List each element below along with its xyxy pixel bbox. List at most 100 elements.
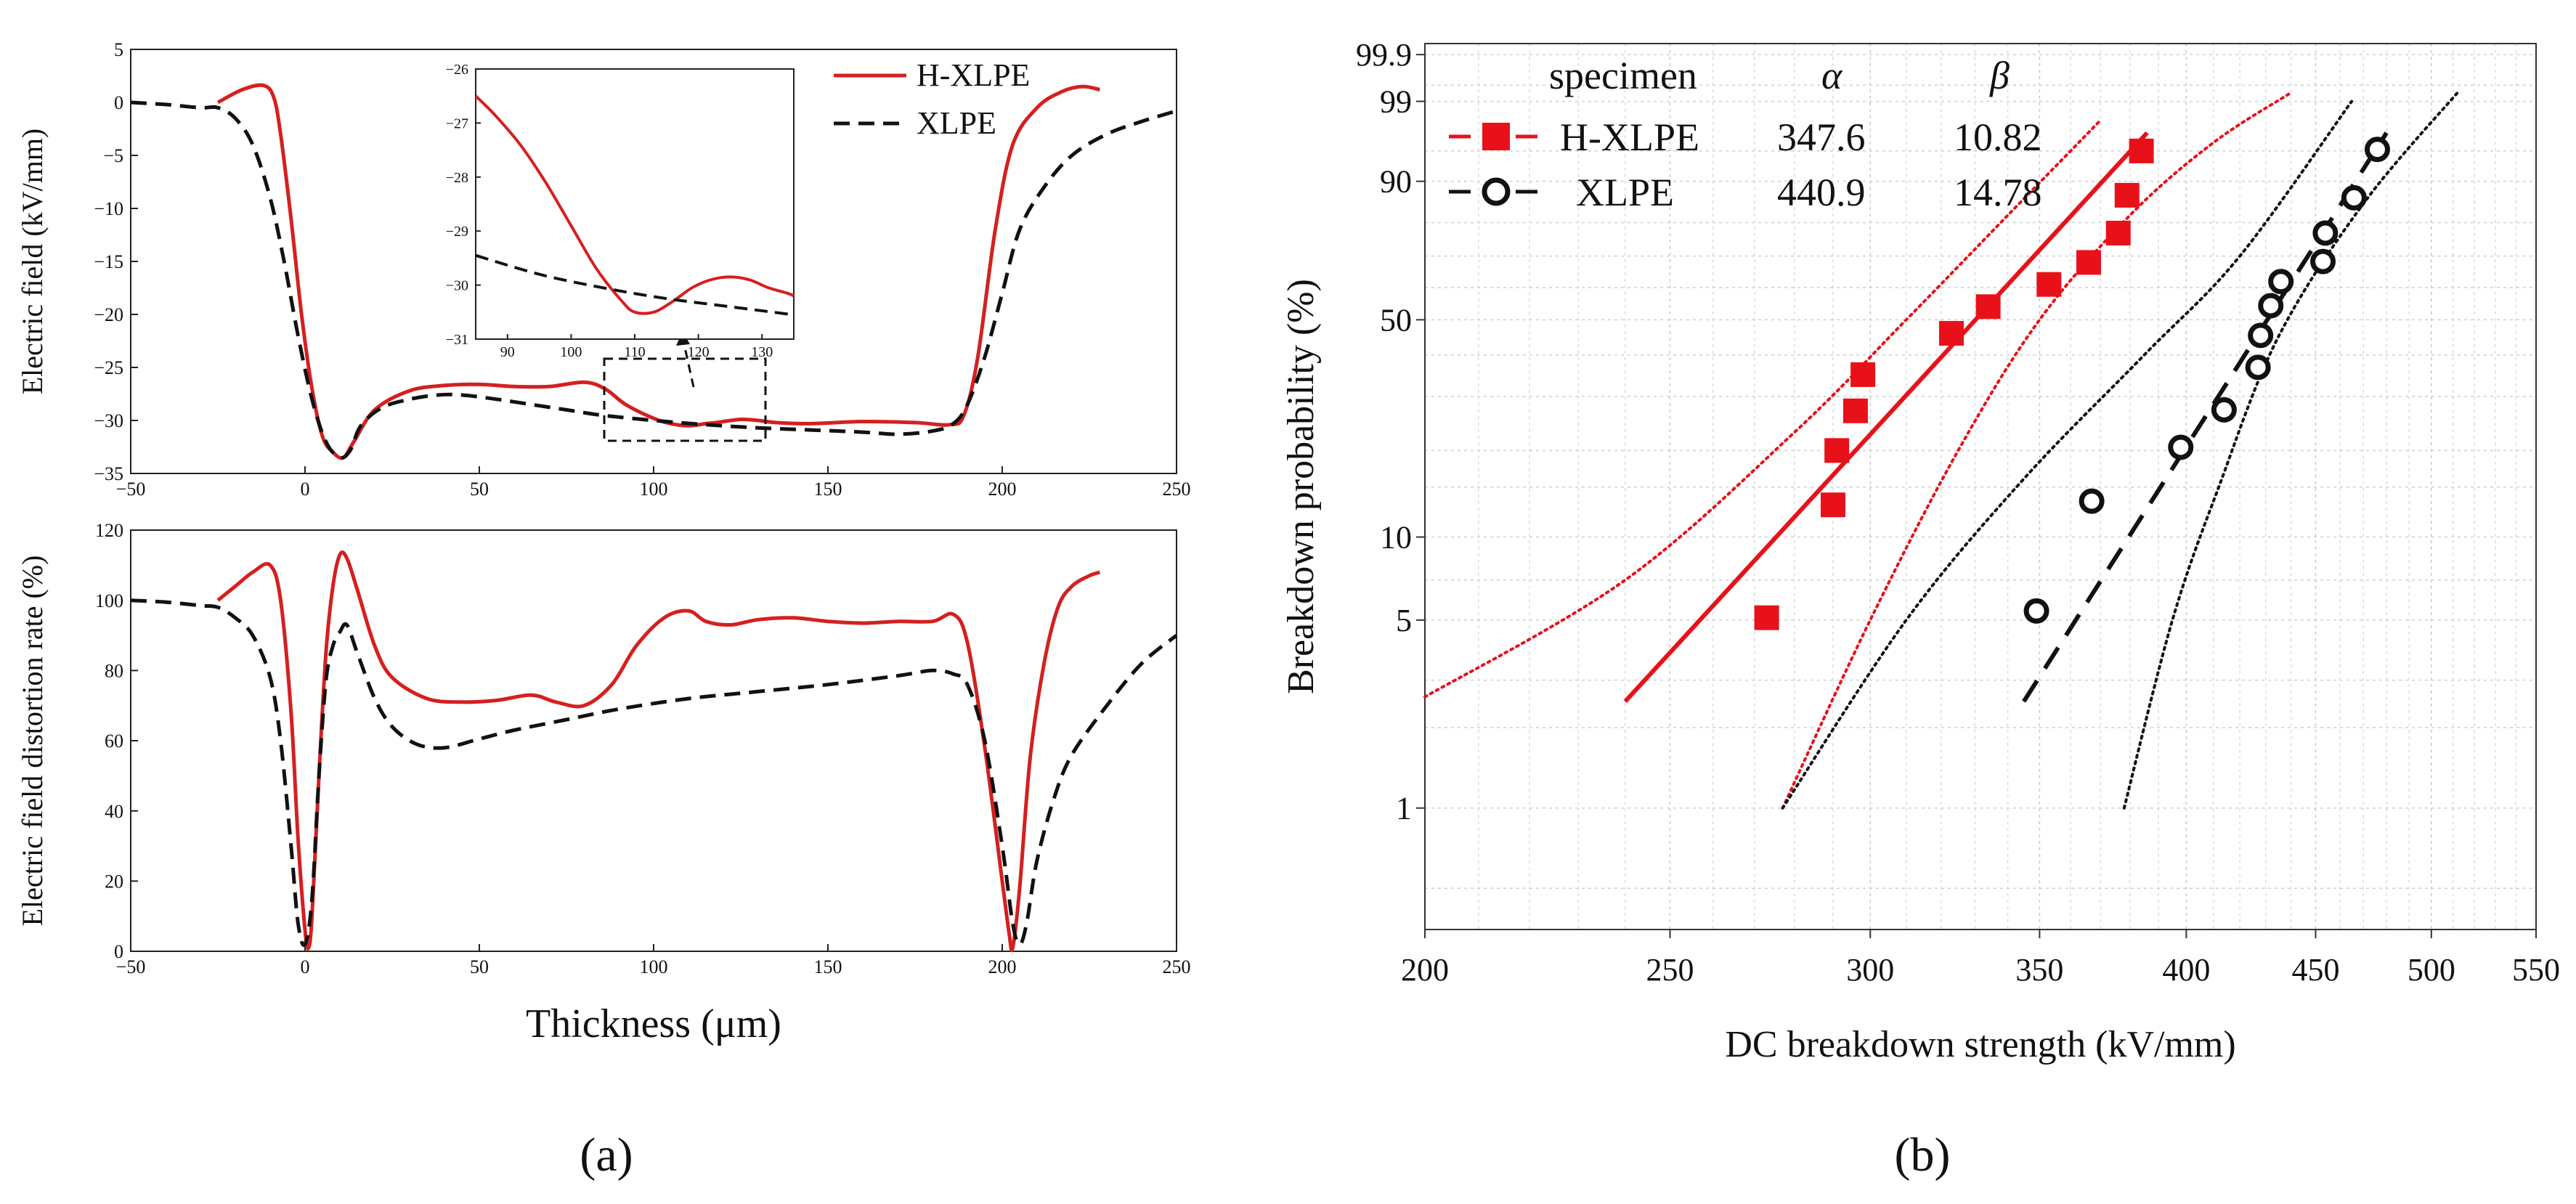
weibull-ylabel: Breakdown probability (%) [1280, 279, 1322, 694]
x-tick-label: 250 [1646, 952, 1694, 988]
x-tick-label: −50 [116, 956, 146, 977]
series-line-xlpe [130, 100, 1177, 460]
legend-header-alpha: α [1821, 54, 1843, 97]
panel-a-bottom-ylabel: Electric field distortion rate (%) [16, 556, 49, 927]
legend-xlpe-marker [1482, 177, 1511, 206]
y-tick-label: −27 [446, 115, 468, 131]
data-point-h-xlpe [1842, 398, 1868, 423]
legend-row-xlpe-beta: 14.78 [1954, 171, 2042, 214]
x-tick-label: 200 [988, 956, 1017, 977]
series-line-h-xlpe [474, 94, 795, 315]
y-tick-label: −30 [446, 278, 468, 294]
panel-label-a: (a) [580, 1128, 633, 1181]
weibull-xlabel: DC breakdown strength (kV/mm) [1725, 1024, 2235, 1065]
legend-row-hxlpe-beta: 10.82 [1954, 115, 2042, 159]
x-tick-label: 500 [2408, 952, 2455, 988]
y-tick-label: −29 [446, 224, 468, 240]
x-tick-label: 300 [1846, 952, 1894, 988]
y-tick-label: −28 [446, 170, 468, 186]
fit-line-xlpe [2022, 131, 2389, 703]
panel-a-legend: H-XLPE XLPE [834, 57, 1030, 141]
y-tick-label: 100 [95, 590, 123, 611]
legend-xlpe-label: XLPE [917, 105, 996, 141]
data-point-h-xlpe [1938, 321, 1964, 346]
legend-row-xlpe-name: XLPE [1576, 171, 1674, 214]
ci-lower-xlpe [2122, 91, 2459, 810]
x-tick-label: 250 [1163, 956, 1191, 977]
series-line-h-xlpe [216, 550, 1101, 953]
y-tick-label: 5 [1396, 603, 1412, 638]
panel-a-bottom-lines [130, 550, 1178, 953]
data-point-xlpe [2023, 598, 2049, 624]
x-tick-label: −50 [116, 479, 146, 500]
zoom-arrow-line [681, 337, 695, 388]
data-point-h-xlpe [1820, 492, 1845, 518]
x-tick-label: 120 [688, 344, 710, 360]
panel-b: 200 250 300 350 400 450 500 550 99.9 99 90 50 10 5 1 B… [1280, 37, 2560, 1065]
data-point-xlpe [2245, 354, 2271, 381]
y-tick-label: 10 [1380, 520, 1412, 556]
x-tick-label: 150 [814, 479, 842, 500]
x-tick-label: 50 [470, 956, 489, 977]
panel-a-top: −50 0 50 100 150 200 25050−5−10−15−20−25−30−35… [16, 39, 1191, 500]
y-tick-label: −25 [94, 357, 123, 378]
data-point-h-xlpe [2105, 220, 2131, 245]
weibull-lines [1423, 91, 2459, 810]
data-point-xlpe [2268, 269, 2294, 295]
data-point-xlpe [2312, 220, 2339, 246]
weibull-frame [1424, 43, 2537, 930]
x-tick-label: 200 [988, 479, 1017, 500]
series-line-h-xlpe [216, 83, 1100, 460]
panel-a-top-ylabel: Electric field (kV/mm) [16, 129, 49, 395]
x-tick-label: 130 [751, 344, 773, 360]
series-line-xlpe [130, 598, 1178, 948]
data-point-xlpe [2364, 137, 2390, 163]
y-tick-label: 40 [105, 801, 123, 822]
y-tick-label: −5 [103, 145, 123, 166]
data-point-h-xlpe [2076, 250, 2102, 275]
y-tick-label: −10 [94, 198, 123, 219]
y-tick-label: 5 [114, 39, 123, 60]
x-tick-label: 450 [2291, 952, 2339, 988]
x-tick-label: 400 [2162, 952, 2210, 988]
legend-header-beta: β [1989, 54, 2010, 97]
x-tick-label: 100 [640, 956, 668, 977]
x-tick-label: 50 [470, 479, 489, 500]
legend-row-xlpe-alpha: 440.9 [1777, 171, 1866, 214]
panel-a-xlabel: Thickness (μm) [526, 1001, 781, 1046]
y-tick-label: 50 [1380, 302, 1412, 338]
x-tick-label: 250 [1163, 479, 1191, 500]
panel-label-b: (b) [1895, 1128, 1951, 1181]
x-tick-label: 550 [2512, 952, 2560, 988]
data-point-xlpe [2211, 396, 2237, 423]
y-tick-label: −20 [94, 304, 123, 325]
legend-hxlpe-marker [1482, 123, 1510, 150]
data-point-xlpe [2168, 434, 2194, 460]
y-tick-label: 1 [1396, 791, 1412, 826]
data-point-xlpe [2258, 293, 2284, 319]
data-point-xlpe [2248, 322, 2274, 349]
y-tick-label: 99 [1380, 84, 1412, 120]
y-tick-label: 0 [114, 941, 123, 962]
y-tick-label: 90 [1380, 164, 1412, 200]
weibull-points [1754, 137, 2390, 630]
weibull-legend: specimen α β H-XLPE 347.6 10.82 XLPE 440… [1449, 54, 2042, 214]
weibull-grid [1424, 44, 2537, 930]
y-tick-label: 0 [114, 92, 123, 113]
ci-upper-h-xlpe [1423, 118, 2102, 699]
y-tick-label: 20 [105, 871, 123, 892]
data-point-xlpe [2341, 184, 2367, 211]
inset-frame [475, 68, 795, 340]
data-point-h-xlpe [2129, 138, 2154, 163]
data-point-xlpe [2310, 248, 2336, 274]
x-tick-label: 90 [500, 344, 515, 360]
y-tick-label: −15 [94, 251, 123, 272]
data-point-h-xlpe [1975, 294, 2001, 320]
y-tick-label: −35 [94, 463, 123, 484]
y-tick-label: 120 [95, 520, 123, 541]
legend-row-hxlpe-name: H-XLPE [1560, 115, 1699, 159]
y-tick-label: 80 [105, 660, 123, 681]
